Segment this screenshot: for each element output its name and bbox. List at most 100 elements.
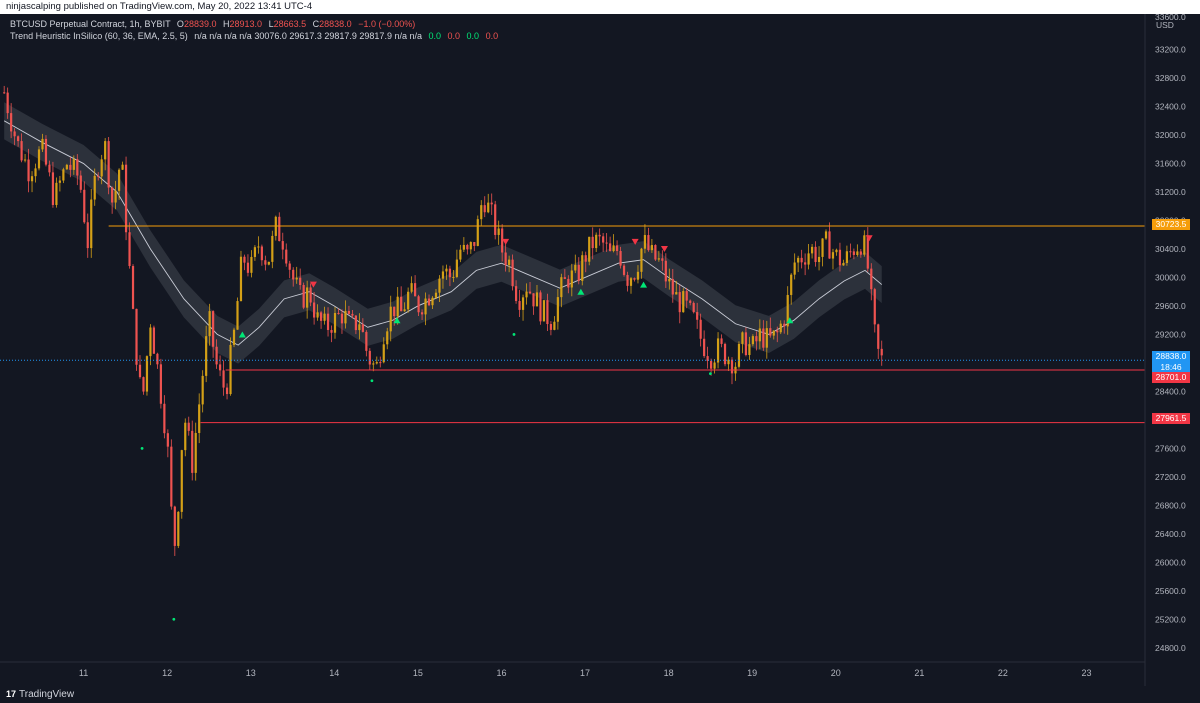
- candle-body: [292, 269, 295, 280]
- sell-signal-marker: [865, 235, 873, 242]
- candle-body: [97, 175, 100, 177]
- candle-body: [166, 433, 169, 447]
- time-tick-label: 15: [413, 668, 423, 678]
- candle-body: [354, 315, 357, 331]
- candle-body: [744, 332, 748, 356]
- candle-body: [783, 323, 786, 327]
- candle-body: [835, 249, 838, 253]
- price-chart[interactable]: 33200.0 32800.0 32400.0 32000.0 31600.0 31200…: [0, 14, 1200, 687]
- candle-body: [779, 323, 782, 333]
- ohlc-close-value: 28838.0: [319, 19, 352, 29]
- candle-body: [347, 310, 351, 314]
- time-tick-label: 22: [998, 668, 1008, 678]
- candle-body: [880, 348, 883, 356]
- candle-body: [344, 310, 347, 324]
- sell-signal-marker: [631, 238, 639, 245]
- candle-body: [810, 246, 814, 254]
- candle-body: [494, 204, 497, 235]
- candle-body: [636, 271, 640, 280]
- candle-body: [602, 236, 605, 243]
- time-tick-label: 16: [496, 668, 506, 678]
- candle-body: [372, 363, 375, 365]
- candle-body: [187, 422, 190, 431]
- candle-body: [163, 403, 166, 434]
- candle-body: [323, 313, 326, 321]
- candle-body: [375, 362, 378, 364]
- chart-area[interactable]: 33200.0 32800.0 32400.0 32000.0 31600.0 31200…: [0, 14, 1200, 687]
- candle-body: [65, 164, 68, 170]
- candle-body: [504, 252, 507, 266]
- candle-body: [212, 311, 215, 347]
- candle-body: [518, 301, 521, 310]
- candle-body: [365, 331, 368, 351]
- pivot-dot: [172, 617, 176, 621]
- candle-body: [285, 249, 288, 264]
- candle-body: [859, 251, 862, 255]
- buy-signal-marker: [577, 288, 585, 295]
- candle-body: [501, 228, 504, 253]
- candle-body: [306, 287, 309, 308]
- candle-body: [525, 291, 528, 298]
- candle-body: [480, 205, 483, 220]
- change-value: −1.0 (−0.00%): [358, 19, 416, 29]
- candle-body: [452, 276, 455, 278]
- candle-body: [138, 364, 142, 378]
- candle-body: [351, 313, 354, 316]
- candle-body: [459, 249, 462, 260]
- price-tick-label: 25600.0: [1155, 586, 1186, 596]
- candle-body: [664, 260, 667, 282]
- pivot-dot: [709, 372, 712, 376]
- candle-body: [3, 92, 6, 94]
- candle-body: [445, 268, 448, 272]
- candle-body: [772, 330, 775, 336]
- candle-body: [420, 312, 424, 315]
- candle-body: [253, 247, 257, 257]
- candle-body: [424, 298, 427, 315]
- candle-body: [723, 343, 727, 365]
- candle-body: [299, 277, 302, 285]
- current-price-tag: 28838.0 18:46: [1152, 351, 1190, 373]
- candle-body: [313, 302, 316, 318]
- candle-body: [487, 202, 490, 213]
- price-tick-label: 24800.0: [1155, 643, 1186, 653]
- candle-body: [769, 328, 772, 336]
- candle-body: [643, 235, 647, 249]
- candle-body: [83, 189, 86, 223]
- candle-body: [86, 222, 89, 249]
- candle-body: [309, 287, 312, 303]
- candle-body: [539, 292, 542, 322]
- candle-body: [107, 141, 110, 188]
- price-tick-label: 31600.0: [1155, 159, 1186, 169]
- candle-body: [222, 370, 225, 388]
- candle-layer: [3, 85, 883, 556]
- candle-body: [877, 324, 880, 349]
- candle-body: [730, 359, 734, 374]
- support-price-label-2: 27961.5: [1155, 413, 1187, 423]
- pivot-dot: [370, 379, 374, 383]
- candle-body: [709, 360, 713, 369]
- candle-body: [542, 300, 546, 322]
- candle-body: [239, 256, 243, 302]
- candle-body: [668, 278, 671, 282]
- candle-body: [448, 268, 452, 278]
- candle-body: [58, 180, 61, 183]
- candle-body: [588, 236, 591, 262]
- candle-body: [591, 236, 594, 249]
- price-tick-label: 26400.0: [1155, 529, 1186, 539]
- candle-body: [800, 257, 803, 263]
- brand-name: TradingView: [19, 689, 75, 700]
- candle-body: [563, 277, 566, 279]
- time-tick-label: 18: [664, 668, 674, 678]
- footer-bar: 17 TradingView: [0, 686, 1200, 703]
- price-tick-label: 26800.0: [1155, 500, 1186, 510]
- price-tick-label: 27200.0: [1155, 472, 1186, 482]
- ohlc-high-label: H: [223, 19, 230, 29]
- sell-signal-marker: [660, 245, 668, 252]
- candle-body: [696, 312, 699, 320]
- indicator-name: Trend Heuristic InSilico (60, 36, EMA, 2…: [10, 31, 188, 41]
- candle-body: [553, 321, 556, 330]
- candle-body: [13, 131, 16, 137]
- candle-body: [612, 245, 615, 252]
- candle-body: [281, 241, 284, 250]
- candle-body: [17, 136, 20, 142]
